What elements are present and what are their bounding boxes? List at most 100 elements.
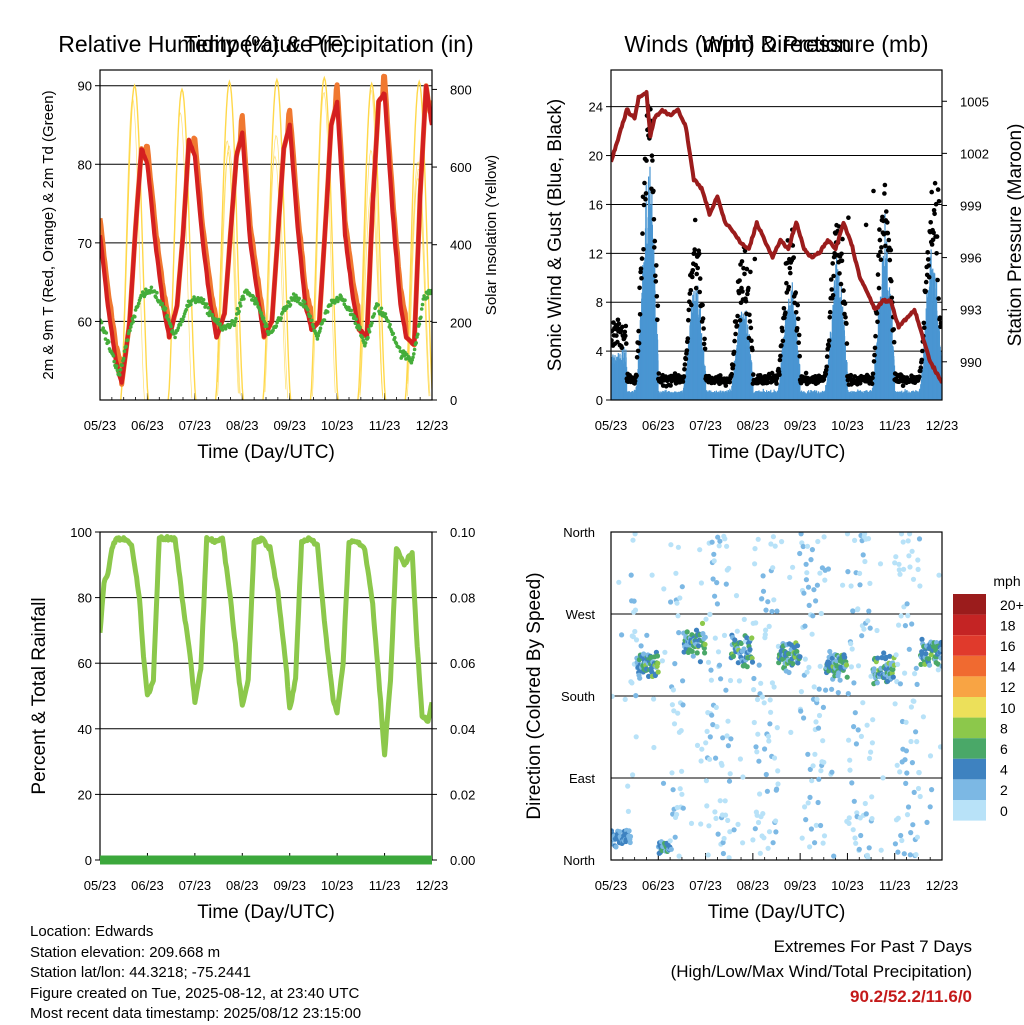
direction-point xyxy=(811,684,817,690)
gust-point xyxy=(844,321,849,326)
direction-point xyxy=(761,700,767,706)
gust-point xyxy=(876,285,882,291)
direction-point xyxy=(908,704,915,710)
direction-point xyxy=(870,717,876,723)
gust-point xyxy=(653,279,659,284)
y-axis-label: Percent & Total Rainfall xyxy=(29,597,50,794)
direction-point xyxy=(829,686,835,692)
gust-point xyxy=(651,188,656,194)
y-tick-label: East xyxy=(569,771,595,786)
direction-point xyxy=(704,728,710,735)
direction-point xyxy=(775,781,781,787)
td-point xyxy=(363,343,367,348)
gust-point xyxy=(828,277,834,282)
x-axis-label: Time (Day/UTC) xyxy=(197,902,335,923)
td-point xyxy=(420,302,425,307)
direction-point xyxy=(703,740,709,746)
td-point xyxy=(410,358,415,362)
direction-point xyxy=(713,704,719,711)
gust-point xyxy=(637,312,643,317)
direction-point xyxy=(752,546,758,552)
direction-point xyxy=(926,656,932,662)
direction-point xyxy=(935,667,941,673)
direction-point xyxy=(867,625,873,631)
direction-point xyxy=(726,778,733,784)
direction-point xyxy=(798,689,805,695)
gust-point xyxy=(688,288,694,293)
td-point xyxy=(238,304,243,308)
td-point xyxy=(325,310,330,314)
gust-point xyxy=(936,199,942,204)
direction-point xyxy=(676,630,682,636)
direction-point xyxy=(756,758,762,764)
legend-label: 14 xyxy=(1000,659,1016,675)
y-tick-label: 20 xyxy=(589,149,603,164)
direction-point xyxy=(705,659,712,665)
td-point xyxy=(100,320,104,325)
direction-point xyxy=(765,845,771,851)
direction-point xyxy=(754,812,760,818)
direction-point xyxy=(688,820,695,827)
direction-point xyxy=(771,684,777,690)
y2-tick-label: 600 xyxy=(450,160,472,175)
direction-point xyxy=(693,627,700,633)
direction-point xyxy=(771,597,777,603)
legend-swatch xyxy=(953,614,986,636)
direction-point xyxy=(750,837,756,843)
td-point xyxy=(173,335,177,340)
gust-point xyxy=(939,323,942,328)
direction-point xyxy=(668,599,674,605)
gust-point xyxy=(739,259,745,264)
x-tick-label: 08/23 xyxy=(737,418,770,433)
plot-area xyxy=(611,90,942,400)
direction-point xyxy=(759,596,765,602)
legend-label: 10 xyxy=(1000,700,1016,716)
direction-point xyxy=(801,715,807,721)
gust-point xyxy=(749,338,754,344)
direction-point xyxy=(874,680,880,686)
direction-point xyxy=(915,566,921,573)
direction-point xyxy=(895,815,901,821)
direction-point xyxy=(630,537,636,543)
direction-point xyxy=(705,852,711,858)
direction-point xyxy=(817,663,823,669)
direction-point xyxy=(848,583,854,589)
direction-point xyxy=(630,772,636,778)
direction-point xyxy=(707,756,713,762)
gust-point xyxy=(654,263,659,268)
direction-point xyxy=(809,778,815,784)
td-point xyxy=(388,322,392,327)
direction-point xyxy=(862,800,868,807)
td-point xyxy=(271,328,275,333)
solar-line xyxy=(309,75,339,400)
td-point xyxy=(354,317,358,322)
td-point xyxy=(235,306,240,311)
x-tick-label: 11/23 xyxy=(369,878,401,893)
direction-point xyxy=(902,670,908,676)
direction-point xyxy=(851,680,857,686)
direction-point xyxy=(710,576,716,582)
x-tick-label: 09/23 xyxy=(784,878,817,893)
gust-point xyxy=(686,317,691,323)
direction-point xyxy=(901,851,907,857)
td-point xyxy=(111,354,116,358)
direction-point xyxy=(770,840,776,846)
gust-point xyxy=(747,312,752,318)
direction-point xyxy=(698,580,705,586)
gust-point xyxy=(697,276,703,281)
gust-point xyxy=(687,299,692,305)
td-point xyxy=(124,344,128,349)
direction-point xyxy=(899,837,905,844)
gust-point xyxy=(732,338,737,344)
direction-point xyxy=(613,844,619,850)
direction-point xyxy=(850,827,856,833)
direction-point xyxy=(671,721,678,727)
gust-point xyxy=(742,271,747,277)
direction-point xyxy=(714,580,720,586)
direction-point xyxy=(766,829,773,835)
direction-point xyxy=(765,599,771,605)
x-axis-label: Time (Day/UTC) xyxy=(197,442,335,463)
td-point xyxy=(429,288,432,293)
gust-point xyxy=(652,238,658,244)
direction-point xyxy=(894,762,900,768)
